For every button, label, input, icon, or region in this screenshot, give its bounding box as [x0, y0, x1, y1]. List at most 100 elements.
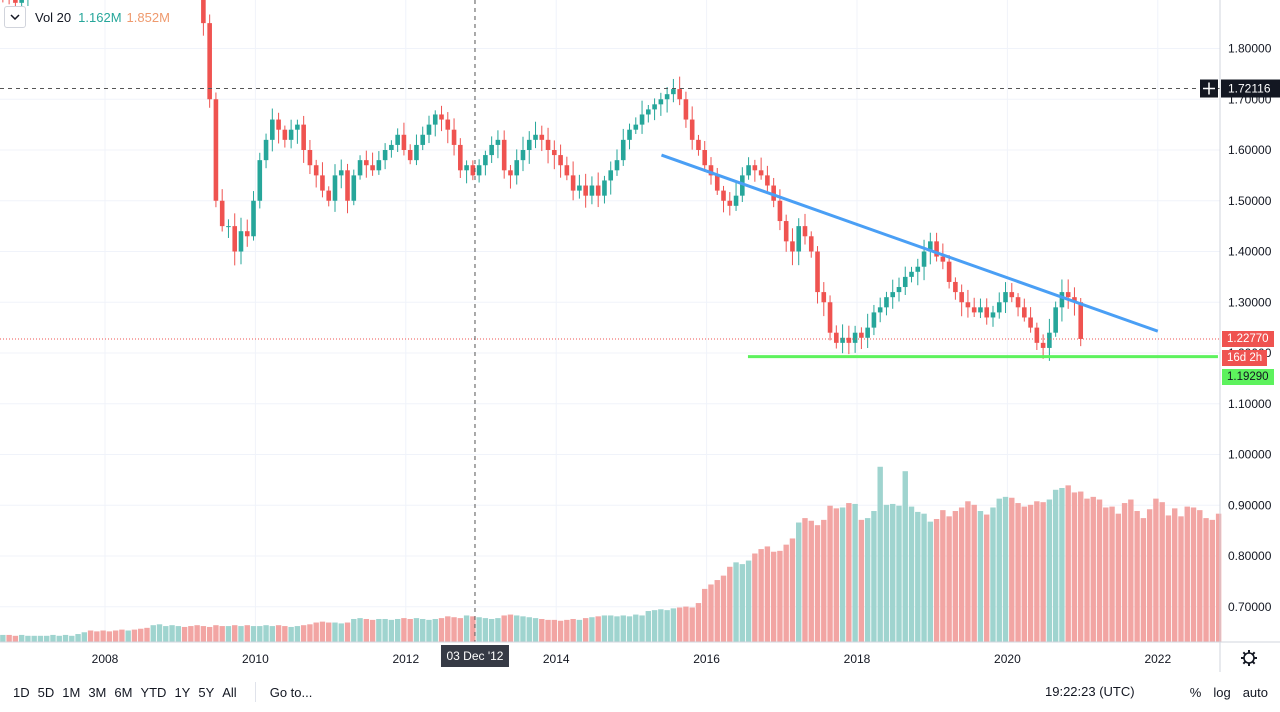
volume-bar — [1178, 516, 1184, 642]
candle-body — [301, 124, 306, 150]
candle-body — [476, 165, 482, 176]
volume-bar — [420, 618, 426, 642]
volume-bar — [144, 627, 150, 642]
range-1m-button[interactable]: 1M — [62, 684, 81, 700]
candle-body — [790, 241, 795, 252]
volume-bar — [990, 507, 996, 642]
range-5d-button[interactable]: 5D — [37, 684, 55, 700]
chart-grid — [0, 0, 1220, 642]
legend-collapse-button[interactable] — [4, 6, 26, 28]
candle-body — [815, 251, 820, 293]
candle-body — [539, 134, 545, 140]
candle-body — [270, 119, 275, 140]
range-3m-button[interactable]: 3M — [88, 684, 107, 700]
price-tick-label: 1.50000 — [1228, 194, 1272, 208]
volume-bar — [338, 623, 344, 642]
volume-bar — [933, 518, 940, 642]
range-ytd-button[interactable]: YTD — [140, 684, 167, 700]
volume-bar — [470, 616, 476, 642]
gear-icon[interactable] — [1243, 652, 1255, 664]
volume-bar — [733, 562, 739, 642]
candle-body — [338, 170, 344, 176]
candle-body — [909, 271, 914, 277]
volume-bar — [576, 619, 583, 642]
candle-body — [852, 332, 858, 343]
volume-bar — [821, 519, 827, 642]
volume-bar — [1071, 492, 1078, 642]
candle-body — [288, 129, 294, 140]
candle-body — [232, 226, 238, 252]
volume-bar — [883, 504, 890, 642]
candle-body — [1003, 292, 1008, 303]
candle-body — [859, 332, 864, 338]
plus-icon — [1203, 82, 1215, 95]
range-1d-button[interactable]: 1D — [13, 684, 30, 700]
auto-scale-toggle[interactable]: auto — [1242, 684, 1268, 700]
candle-body — [959, 292, 964, 303]
volume-bar — [984, 514, 990, 642]
volume-bar — [1197, 510, 1203, 642]
volume-bar — [169, 625, 175, 642]
candle-body — [746, 165, 751, 176]
chart-canvas[interactable]: 1.800001.700001.600001.500001.400001.300… — [0, 0, 1280, 672]
utc-clock[interactable]: 19:22:23 (UTC) — [1045, 684, 1135, 699]
volume-bar — [839, 507, 846, 642]
legend-title: Vol 20 — [35, 9, 72, 25]
price-tick-label: 1.30000 — [1228, 295, 1272, 309]
candle-body — [808, 236, 814, 252]
crosshair-price-label: 1.72116 — [1228, 82, 1271, 96]
candle-body — [821, 292, 827, 303]
candle-body — [207, 23, 212, 100]
percent-scale-toggle[interactable]: % — [1189, 684, 1202, 700]
volume-bar — [1015, 503, 1021, 642]
candle-body — [639, 114, 645, 125]
candle-body — [1040, 342, 1046, 348]
range-1y-button[interactable]: 1Y — [174, 684, 191, 700]
volume-bar — [532, 618, 539, 642]
candle-body — [1053, 307, 1058, 333]
candle-body — [834, 332, 839, 343]
legend-value-volume: 1.162M — [78, 9, 122, 25]
volume-bar — [1184, 506, 1190, 642]
price-tick-label: 1.00000 — [1228, 448, 1272, 462]
candle-body — [414, 144, 419, 161]
volume-bar — [463, 615, 470, 642]
current-price-label: 1.22770 — [1222, 331, 1274, 347]
range-5y-button[interactable]: 5Y — [198, 684, 215, 700]
candle-body — [946, 261, 952, 282]
candle-body — [357, 160, 363, 176]
candle-body — [896, 287, 902, 293]
volume-bar — [1002, 496, 1009, 642]
volume-bar — [683, 606, 689, 642]
candle-body — [1022, 307, 1027, 318]
range-6m-button[interactable]: 6M — [114, 684, 133, 700]
drawing-layer[interactable] — [0, 0, 1220, 642]
volume-bar — [1209, 519, 1216, 642]
candle-body — [1059, 292, 1065, 308]
volume-bar — [770, 551, 777, 642]
goto-date-button[interactable]: Go to... — [269, 684, 313, 700]
volume-bar — [608, 615, 614, 642]
candle-body — [401, 134, 407, 150]
volume-bar — [958, 507, 965, 642]
volume-bar — [1172, 508, 1178, 642]
candle-body — [633, 124, 639, 130]
log-scale-toggle[interactable]: log — [1213, 684, 1231, 700]
candle-body — [520, 150, 526, 161]
volume-bar — [651, 610, 658, 642]
candle-body — [564, 165, 570, 176]
volume-bars — [0, 466, 1222, 642]
volume-bar — [413, 618, 420, 642]
trendline[interactable] — [660, 153, 1159, 333]
range-all-button[interactable]: All — [222, 684, 237, 700]
gear-tooth — [1251, 660, 1256, 665]
volume-bar — [545, 619, 551, 642]
candle-body — [570, 175, 576, 191]
volume-bar — [501, 615, 507, 642]
candle-body — [1034, 327, 1040, 343]
candle-body — [483, 155, 488, 166]
volume-bar — [263, 625, 269, 642]
volume-bar — [1009, 497, 1015, 642]
price-tick-label: 0.70000 — [1228, 600, 1272, 614]
volume-bar — [852, 503, 858, 642]
